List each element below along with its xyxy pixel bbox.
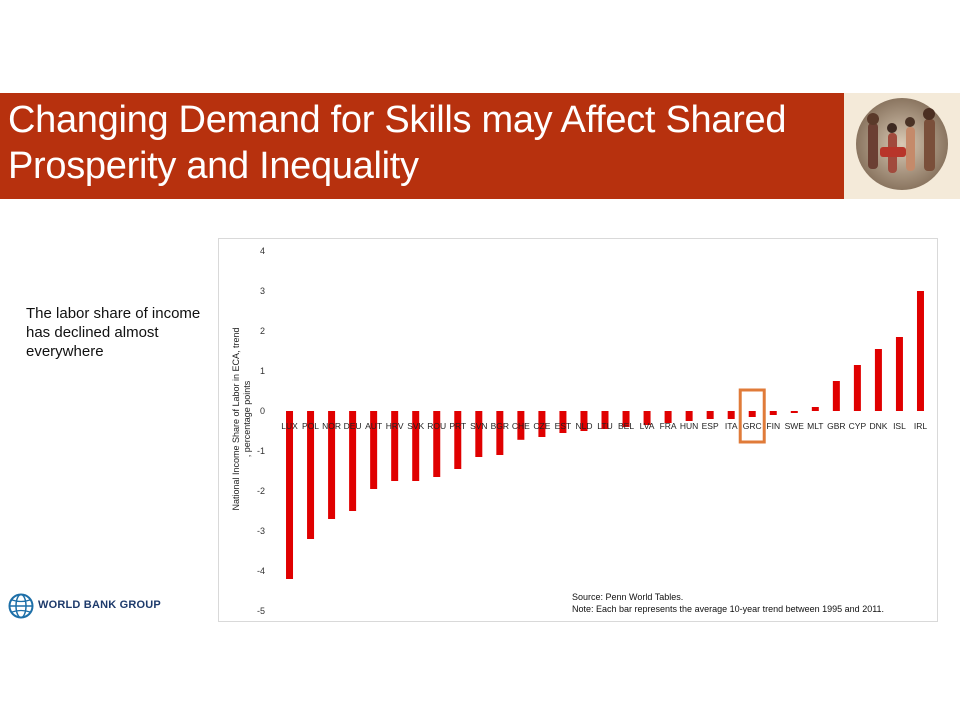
y-tick-label: 0	[260, 406, 265, 416]
x-tick-label: PRT	[449, 421, 466, 431]
chart-container: 4 3 2 1 0 -1 -2 -3 -4 -5 National Income Share of …	[218, 238, 938, 622]
bar-deu	[349, 411, 357, 511]
y-axis-label: National Income Share of Labor in ECA, t…	[231, 327, 241, 510]
x-tick-label: CYP	[849, 421, 867, 431]
bar-fra	[664, 411, 672, 423]
slide-title: Changing Demand for Skills may Affect Sh…	[8, 99, 787, 187]
bar-hun	[685, 411, 693, 421]
bar-grc	[748, 411, 756, 417]
x-tick-label: HUN	[680, 421, 698, 431]
x-tick-label: POL	[302, 421, 319, 431]
x-tick-label: ESP	[702, 421, 719, 431]
y-tick-label: -3	[257, 526, 265, 536]
y-tick-label: -1	[257, 446, 265, 456]
bar-gbr	[832, 381, 840, 411]
bar-svk	[412, 411, 420, 481]
bar-nld	[580, 411, 588, 431]
x-tick-label: LVA	[640, 421, 655, 431]
globe-icon	[8, 593, 34, 619]
bar-lva	[643, 411, 651, 425]
bar-che	[517, 411, 525, 440]
bar-nor	[328, 411, 336, 519]
x-tick-label: IRL	[914, 421, 928, 431]
y-tick-label: 1	[260, 366, 265, 376]
x-tick-label: HRV	[386, 421, 404, 431]
bar-hrv	[391, 411, 399, 481]
x-tick-label: GBR	[827, 421, 845, 431]
bar-mlt	[811, 407, 819, 411]
x-tick-label: CZE	[533, 421, 550, 431]
highlight-box	[738, 388, 766, 444]
bar-svn	[475, 411, 483, 457]
y-axis-label: , percentage points	[242, 380, 252, 457]
x-tick-label: LUX	[281, 421, 298, 431]
bar-pol	[307, 411, 315, 539]
bar-est	[559, 411, 567, 433]
chart-note: Note: Each bar represents the average 10…	[572, 604, 884, 614]
x-tick-label: EST	[555, 421, 572, 431]
title-photo	[844, 93, 960, 199]
world-bank-logo: WORLD BANK GROUP	[8, 591, 208, 621]
x-tick-label: CHE	[512, 421, 530, 431]
x-tick-label: FIN	[766, 421, 780, 431]
side-caption: The labor share of income has declined a…	[26, 305, 201, 360]
bar-chart: 4 3 2 1 0 -1 -2 -3 -4 -5 National Income Share of …	[231, 246, 928, 616]
x-tick-label: DEU	[344, 421, 362, 431]
bar-ita	[727, 411, 735, 419]
bar-rou	[433, 411, 441, 477]
bar-isl	[895, 337, 903, 411]
y-tick-label: -5	[257, 606, 265, 616]
logo-text: WORLD BANK GROUP	[38, 599, 161, 611]
y-tick-label: 4	[260, 246, 265, 256]
bar-swe	[790, 411, 798, 413]
bar-prt	[454, 411, 462, 469]
people-photo-icon	[856, 98, 948, 190]
bar-lux	[286, 411, 294, 579]
x-tick-label: MLT	[807, 421, 823, 431]
bar-ltu	[601, 411, 609, 429]
bar-dnk	[874, 349, 882, 411]
x-tick-label: BEL	[618, 421, 634, 431]
x-tick-label: SVN	[470, 421, 487, 431]
x-tick-label: BGR	[491, 421, 509, 431]
x-tick-label: ITA	[725, 421, 738, 431]
x-tick-label: FRA	[660, 421, 677, 431]
y-tick-label: -2	[257, 486, 265, 496]
x-tick-label: ISL	[893, 421, 906, 431]
bar-cyp	[853, 365, 861, 411]
x-tick-label: NOR	[322, 421, 341, 431]
bar-bel	[622, 411, 630, 427]
x-tick-label: ROU	[427, 421, 446, 431]
x-tick-label: LTU	[597, 421, 612, 431]
x-tick-label: GRC	[743, 421, 762, 431]
y-tick-label: 2	[260, 326, 265, 336]
x-tick-label: SVK	[407, 421, 424, 431]
y-tick-label: 3	[260, 286, 265, 296]
y-tick-label: -4	[257, 566, 265, 576]
x-tick-label: NLD	[575, 421, 592, 431]
bar-bgr	[496, 411, 504, 455]
bar-irl	[916, 291, 924, 411]
title-bar: Changing Demand for Skills may Affect Sh…	[0, 93, 844, 199]
bar-cze	[538, 411, 546, 437]
x-tick-label: AUT	[365, 421, 382, 431]
x-tick-label: DNK	[869, 421, 887, 431]
bar-aut	[370, 411, 378, 489]
bar-esp	[706, 411, 714, 419]
chart-source: Source: Penn World Tables.	[572, 592, 683, 602]
bar-fin	[769, 411, 777, 415]
x-tick-label: SWE	[785, 421, 805, 431]
